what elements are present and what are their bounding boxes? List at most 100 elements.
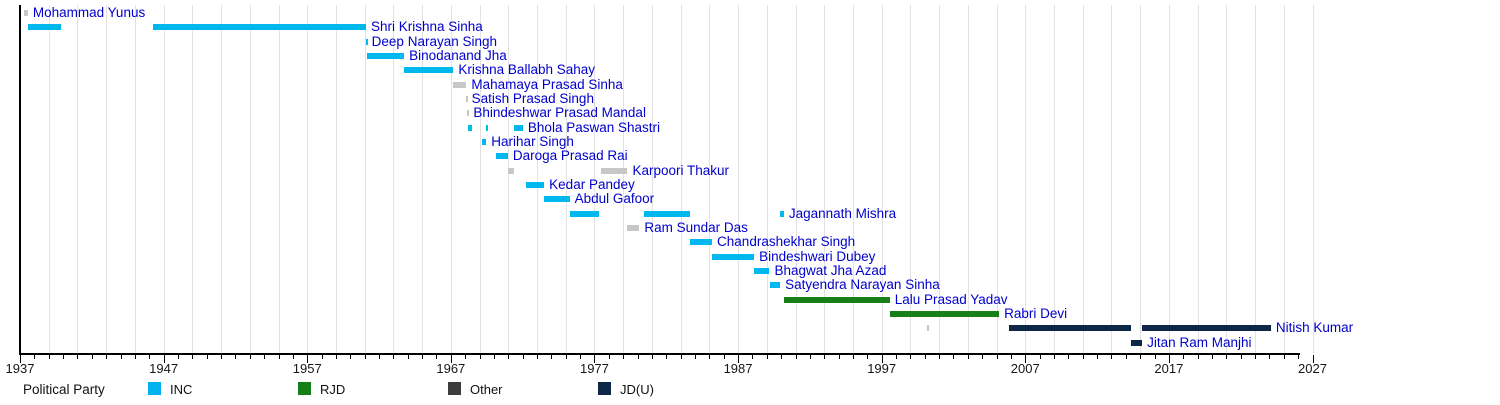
- gridline: [910, 5, 912, 353]
- axis-minor-tick: [824, 355, 826, 359]
- gridline: [307, 5, 309, 353]
- axis-minor-tick: [134, 355, 136, 359]
- term-bar: [404, 67, 454, 74]
- legend-label-other: Other: [470, 382, 503, 397]
- term-bar: [486, 124, 489, 131]
- cm-name-label: Bhagwat Jha Azad: [774, 262, 887, 278]
- term-bar: [627, 224, 640, 231]
- axis-minor-tick: [953, 355, 955, 359]
- gridline: [221, 5, 223, 353]
- gridline: [1111, 5, 1113, 353]
- term-bar: [544, 196, 570, 203]
- axis-minor-tick: [1039, 355, 1041, 359]
- gridline: [134, 5, 136, 353]
- gridline: [1255, 5, 1257, 353]
- axis-minor-tick: [479, 355, 481, 359]
- cm-name-label: Satyendra Narayan Sinha: [785, 277, 940, 293]
- axis-major-tick: [307, 355, 309, 363]
- cm-name-label: Chandrashekhar Singh: [717, 234, 856, 250]
- axis-minor-tick: [350, 355, 352, 359]
- term-bar: [27, 24, 61, 31]
- axis-minor-tick: [91, 355, 93, 359]
- gridline: [1140, 5, 1142, 353]
- gridline: [1312, 5, 1314, 353]
- axis-minor-tick: [1183, 355, 1185, 359]
- axis-minor-tick: [1240, 355, 1242, 359]
- axis-minor-tick: [1140, 355, 1142, 359]
- axis-major-tick: [1025, 355, 1027, 363]
- gridline: [1226, 5, 1228, 353]
- axis-minor-tick: [852, 355, 854, 359]
- axis-minor-tick: [335, 355, 337, 359]
- gridline: [939, 5, 941, 353]
- gridline: [1197, 5, 1199, 353]
- axis-minor-tick: [666, 355, 668, 359]
- axis-major-tick: [738, 355, 740, 363]
- gridline: [48, 5, 50, 353]
- axis-minor-tick: [551, 355, 553, 359]
- axis-minor-tick: [63, 355, 65, 359]
- axis-minor-tick: [278, 355, 280, 359]
- axis-minor-tick: [1197, 355, 1199, 359]
- axis-minor-tick: [77, 355, 79, 359]
- axis-minor-tick: [508, 355, 510, 359]
- axis-tick-label: 1937: [5, 361, 35, 376]
- axis-minor-tick: [565, 355, 567, 359]
- axis-minor-tick: [120, 355, 122, 359]
- axis-minor-tick: [967, 355, 969, 359]
- axis-minor-tick: [221, 355, 223, 359]
- axis-minor-tick: [1010, 355, 1012, 359]
- axis-major-tick: [1168, 355, 1170, 363]
- axis-minor-tick: [537, 355, 538, 359]
- axis-minor-tick: [1226, 355, 1228, 359]
- axis-minor-tick: [149, 355, 151, 359]
- axis-minor-tick: [48, 355, 50, 359]
- gridline: [537, 5, 538, 353]
- axis-minor-tick: [106, 355, 108, 359]
- axis-tick-label: 1977: [579, 361, 609, 376]
- axis-tick-label: 1997: [867, 361, 897, 376]
- axis-minor-tick: [924, 355, 926, 359]
- gridline: [479, 5, 481, 353]
- axis-minor-tick: [838, 355, 840, 359]
- axis-minor-tick: [996, 355, 998, 359]
- term-bar: [466, 95, 469, 102]
- axis-major-tick: [881, 355, 883, 363]
- axis-minor-tick: [1269, 355, 1271, 359]
- axis-minor-tick: [1097, 355, 1099, 359]
- axis-minor-tick: [379, 355, 381, 359]
- axis-minor-tick: [809, 355, 811, 359]
- axis-minor-tick: [694, 355, 696, 359]
- term-bar: [569, 210, 600, 217]
- term-bar: [712, 253, 755, 260]
- gridline: [508, 5, 510, 353]
- cm-name-label: Nitish Kumar: [1275, 320, 1354, 336]
- term-bar: [365, 38, 368, 45]
- gridline: [824, 5, 826, 353]
- gridline: [565, 5, 567, 353]
- axis-tick-label: 2007: [1010, 361, 1040, 376]
- axis-minor-tick: [781, 355, 783, 359]
- gridline: [249, 5, 251, 353]
- axis-minor-tick: [1125, 355, 1127, 359]
- gridline: [364, 5, 366, 353]
- axis-minor-tick: [264, 355, 266, 359]
- axis-major-tick: [1312, 355, 1314, 363]
- term-bar: [769, 282, 781, 289]
- axis-minor-tick: [623, 355, 625, 359]
- legend-label-jdu: JD(U): [620, 382, 654, 397]
- term-bar: [468, 124, 473, 131]
- gridline: [852, 5, 854, 353]
- term-bar: [153, 24, 366, 31]
- cm-name-label: Deep Narayan Singh: [371, 33, 498, 49]
- y-axis-line: [19, 5, 21, 355]
- term-bar: [601, 167, 628, 174]
- term-bar: [366, 52, 405, 59]
- cm-name-label: Mohammad Yunus: [32, 5, 146, 20]
- axis-tick-label: 2017: [1154, 361, 1184, 376]
- cm-name-label: Jitan Ram Manjhi: [1147, 334, 1252, 350]
- cm-name-label: Shri Krishna Sinha: [370, 19, 483, 35]
- axis-minor-tick: [206, 355, 208, 359]
- axis-minor-tick: [436, 355, 438, 359]
